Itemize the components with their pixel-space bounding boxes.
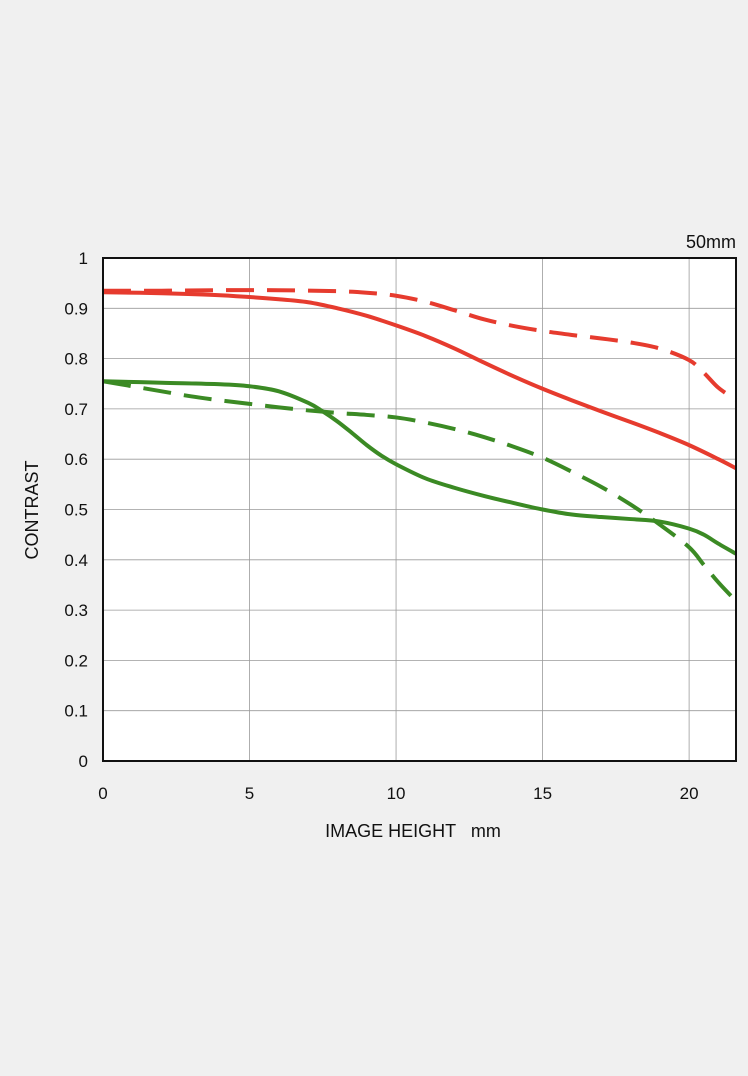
y-tick-labels: 0 0.1 0.2 0.3 0.4 0.5 0.6 0.7 0.8 0.9 1 <box>64 249 88 771</box>
x-tick-label: 20 <box>680 784 699 803</box>
x-tick-label: 5 <box>245 784 254 803</box>
y-tick-label: 0.9 <box>64 299 88 318</box>
y-tick-label: 0.6 <box>64 450 88 469</box>
y-tick-label: 1 <box>79 249 88 268</box>
x-tick-labels: 0 5 10 15 20 <box>98 784 698 803</box>
series-line-3 <box>102 379 737 556</box>
x-tick-label: 15 <box>533 784 552 803</box>
y-tick-label: 0.2 <box>64 651 88 670</box>
y-tick-label: 0.5 <box>64 501 88 520</box>
series-line-2 <box>102 288 738 402</box>
y-tick-label: 0.7 <box>64 400 88 419</box>
y-tick-label: 0 <box>79 752 88 771</box>
x-tick-label: 0 <box>98 784 107 803</box>
series-line-1 <box>102 290 737 471</box>
focal-length-label: 50mm <box>686 232 736 252</box>
y-tick-label: 0.1 <box>64 702 88 721</box>
y-axis-title: CONTRAST <box>22 460 42 559</box>
y-tick-label: 0.8 <box>64 350 88 369</box>
x-tick-label: 10 <box>387 784 406 803</box>
data-series <box>102 288 738 603</box>
y-tick-label: 0.3 <box>64 601 88 620</box>
y-tick-label: 0.4 <box>64 551 88 570</box>
grid-lines <box>103 258 736 761</box>
plot-border <box>102 257 737 762</box>
x-axis-title: IMAGE HEIGHT mm <box>325 821 501 841</box>
series-line-4 <box>102 379 738 603</box>
